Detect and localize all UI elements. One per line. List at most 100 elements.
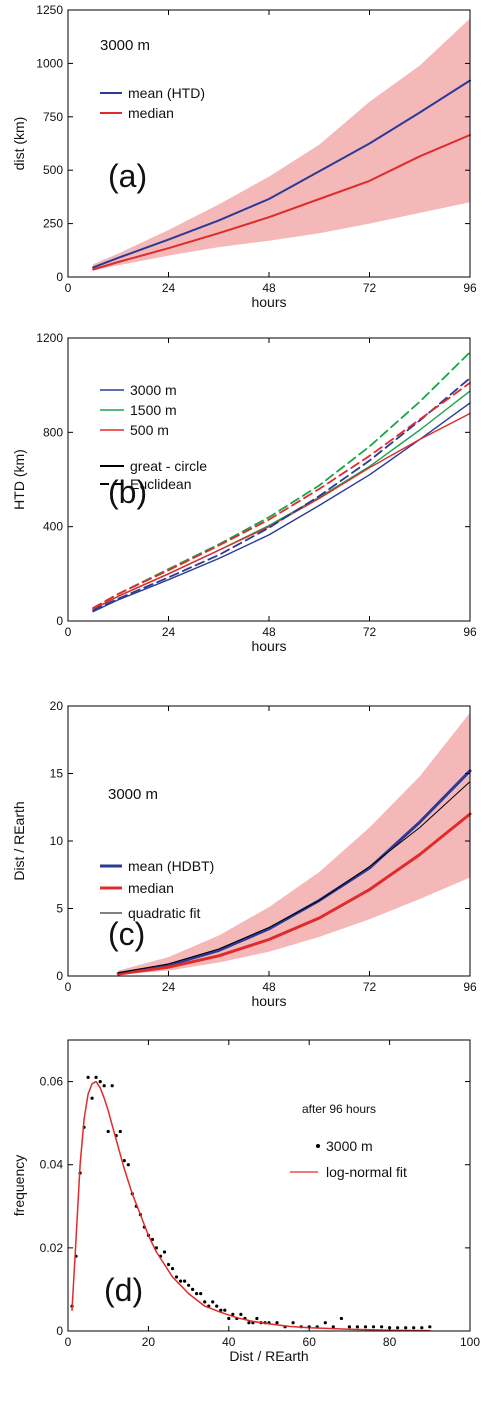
data-point <box>223 1308 227 1312</box>
legend-label: log-normal fit <box>326 1164 407 1180</box>
legend-label: mean (HTD) <box>128 85 205 101</box>
x-tick-label: 24 <box>162 980 176 994</box>
x-tick-label: 0 <box>65 1335 72 1349</box>
data-point <box>363 1325 368 1329</box>
data-point <box>412 1326 416 1330</box>
panel-c: 0 24 48 72 96 0 5 10 15 20 hours Dist / REarth (c) 30… <box>11 699 477 1009</box>
data-point <box>98 1080 102 1084</box>
data-point <box>86 1075 90 1079</box>
data-point <box>150 1237 154 1242</box>
data-point <box>187 1283 191 1287</box>
data-point <box>166 1262 171 1267</box>
panel-d: 0 20 40 60 80 100 0 0.02 0.04 0.06 Dist / REarth fr… <box>11 1039 480 1364</box>
x-tick-label: 40 <box>222 1335 236 1349</box>
y-tick-label: 10 <box>50 834 64 848</box>
spread-band <box>118 712 471 975</box>
data-point <box>339 1316 343 1321</box>
data-point <box>110 1084 114 1088</box>
x-tick-label: 72 <box>363 980 377 994</box>
y-tick-label: 0 <box>56 614 63 628</box>
series-quadratic-fit <box>117 781 471 974</box>
data-point <box>162 1250 167 1254</box>
x-tick-label: 20 <box>142 1335 156 1349</box>
legend-label: 500 m <box>130 422 169 438</box>
y-tick-label: 1250 <box>36 3 63 17</box>
y-axis-label: Dist / REarth <box>11 801 27 880</box>
panel-label: (b) <box>108 474 147 510</box>
series-median <box>116 812 472 976</box>
panel-b: 0 24 48 72 96 0 400 800 1200 hours HTD (km) (b) 3000… <box>11 331 477 654</box>
data-point <box>247 1321 251 1325</box>
x-tick-label: 96 <box>463 281 477 295</box>
x-tick-label: 48 <box>262 980 276 994</box>
data-point <box>183 1279 187 1283</box>
x-tick-label: 0 <box>65 281 72 295</box>
series-extra-5 <box>92 381 471 609</box>
x-tick-label: 96 <box>463 980 477 994</box>
spread-band <box>93 18 470 271</box>
data-point <box>179 1279 183 1283</box>
x-tick-label: 72 <box>363 281 377 295</box>
y-tick-label: 5 <box>56 902 63 916</box>
panel-a: 0 24 48 72 96 0 250 500 750 1000 1250 hours dist (km… <box>11 3 477 310</box>
data-point <box>380 1325 384 1329</box>
data-point <box>195 1292 199 1296</box>
legend-label: 1500 m <box>130 402 177 418</box>
panel-annotation: after 96 hours <box>302 1102 376 1116</box>
y-tick-label: 1000 <box>36 56 63 70</box>
x-tick-label: 48 <box>262 281 276 295</box>
series-extra-3 <box>92 377 471 612</box>
data-point <box>170 1267 175 1271</box>
series-log-normal-fit <box>71 1080 431 1332</box>
data-point <box>106 1129 110 1134</box>
y-tick-label: 15 <box>50 767 64 781</box>
panel-label: (c) <box>108 916 145 952</box>
y-tick-label: 20 <box>50 699 64 713</box>
y-tick-label: 800 <box>43 425 63 439</box>
data-point <box>275 1321 279 1325</box>
y-tick-label: 400 <box>43 520 63 534</box>
panel-label: (d) <box>104 1272 143 1308</box>
data-point <box>215 1304 219 1308</box>
x-tick-label: 0 <box>65 980 72 994</box>
data-point <box>347 1325 351 1329</box>
panel-annotation: 3000 m <box>100 37 150 54</box>
data-point <box>90 1096 94 1100</box>
data-point <box>231 1312 235 1316</box>
data-point <box>420 1326 424 1330</box>
x-axis-label: hours <box>251 993 286 1009</box>
series-mean-htd- <box>92 79 471 269</box>
panel-label: (a) <box>108 158 147 194</box>
y-tick-label: 0 <box>56 270 63 284</box>
x-tick-label: 80 <box>383 1335 397 1349</box>
plot-frame <box>67 1039 471 1332</box>
y-tick-label: 0.06 <box>40 1075 64 1089</box>
y-axis-label: HTD (km) <box>11 449 27 510</box>
data-point <box>428 1325 432 1329</box>
legend-label: mean (HDBT) <box>128 858 214 874</box>
legend-label: quadratic fit <box>128 905 200 921</box>
data-point <box>227 1316 231 1321</box>
x-tick-label: 0 <box>65 625 72 639</box>
data-point <box>199 1292 203 1296</box>
x-axis-label: Dist / REarth <box>229 1348 308 1364</box>
data-point <box>118 1129 122 1134</box>
data-point <box>211 1300 215 1304</box>
y-tick-label: 500 <box>43 163 63 177</box>
y-tick-label: 0 <box>56 1324 63 1338</box>
y-axis-label: frequency <box>11 1155 27 1216</box>
data-point <box>94 1075 98 1079</box>
y-axis-label: dist (km) <box>11 117 27 171</box>
legend-label: 3000 m <box>130 382 177 398</box>
data-point <box>239 1312 243 1316</box>
data-point <box>174 1275 179 1279</box>
x-tick-label: 72 <box>363 625 377 639</box>
data-point <box>396 1326 400 1330</box>
legend-label: median <box>128 880 174 896</box>
data-point <box>255 1316 259 1321</box>
y-tick-label: 0 <box>56 969 63 983</box>
x-tick-label: 96 <box>463 625 477 639</box>
legend-style-label: great - circle <box>130 458 207 474</box>
legend-marker <box>316 1144 320 1148</box>
